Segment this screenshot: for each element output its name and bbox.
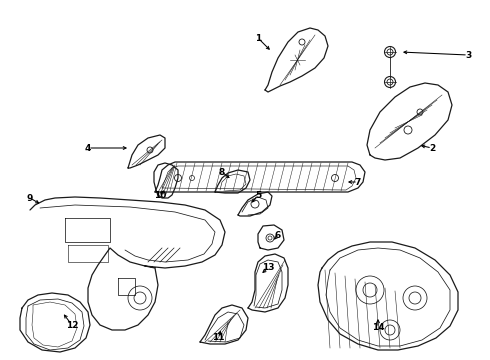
- Text: 7: 7: [355, 177, 361, 186]
- Text: 11: 11: [212, 333, 224, 342]
- Text: 6: 6: [275, 230, 281, 239]
- Text: 4: 4: [85, 144, 91, 153]
- Text: 14: 14: [372, 324, 384, 333]
- Text: 13: 13: [262, 264, 274, 273]
- Text: 8: 8: [219, 167, 225, 176]
- Text: 3: 3: [465, 50, 471, 59]
- Text: 9: 9: [27, 194, 33, 202]
- Text: 1: 1: [255, 33, 261, 42]
- Text: 5: 5: [255, 190, 261, 199]
- Text: 10: 10: [154, 190, 166, 199]
- Text: 2: 2: [429, 144, 435, 153]
- Text: 12: 12: [66, 320, 78, 329]
